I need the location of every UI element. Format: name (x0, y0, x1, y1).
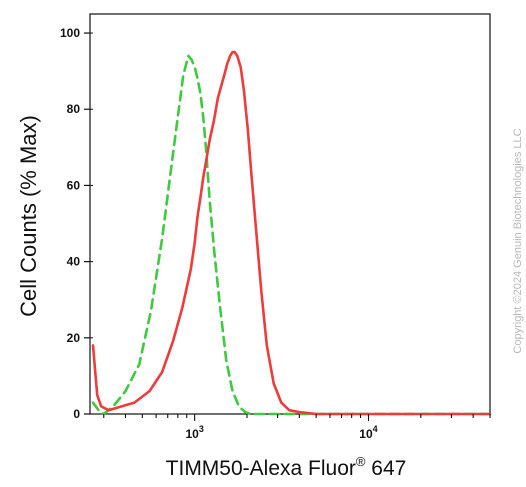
x-axis-label: TIMM50-Alexa Fluor® 647 (166, 454, 407, 480)
x-axis-label-registered: ® (356, 454, 366, 469)
copyright-text: Copyright ©2024 Genuin Biotechnologies L… (512, 128, 524, 353)
x-tick-label: 103 (185, 424, 203, 441)
x-axis: 103104105 (103, 414, 491, 441)
series-line-1 (91, 54, 492, 416)
plot-frame (89, 13, 491, 415)
y-tick-label: 80 (67, 102, 81, 116)
series-line-2 (91, 50, 492, 416)
y-tick-label: 20 (67, 331, 81, 345)
series-layer (91, 50, 492, 416)
y-axis: 0 20 40 60 80 100 (60, 26, 93, 421)
y-tick-label: 60 (67, 178, 81, 192)
y-tick-label: 100 (60, 26, 80, 40)
y-tick-label: 40 (67, 255, 81, 269)
x-axis-label-suffix: 647 (365, 457, 406, 480)
y-tick-label: 0 (73, 407, 80, 421)
x-tick-label: 104 (359, 424, 377, 441)
y-axis-label: Cell Counts (% Max) (16, 115, 41, 317)
x-axis-label-main: TIMM50-Alexa Fluor (166, 457, 356, 480)
